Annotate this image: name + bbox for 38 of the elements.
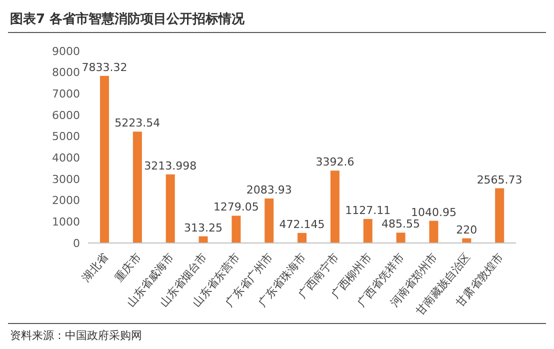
text: 资料来源：中国政府采购网 (10, 328, 143, 343)
data-label: 220 (456, 223, 478, 236)
data-label: 1127.11 (345, 204, 391, 217)
y-tick-label: 6000 (52, 108, 80, 122)
bar (232, 216, 241, 243)
y-tick-label: 7000 (52, 88, 80, 101)
bar (396, 232, 406, 243)
data-label: 2565.73 (476, 173, 522, 186)
y-tick-label: 2000 (52, 194, 80, 208)
bar (166, 174, 175, 243)
data-label: 5223.54 (114, 116, 160, 130)
y-tick-label: 3000 (52, 172, 80, 186)
chart-title: 图表7 各省市智慧消防项目公开招标情况 (8, 8, 546, 33)
bar (132, 132, 142, 243)
y-tick-label: 1000 (52, 216, 80, 229)
data-label: 485.55 (382, 218, 420, 231)
data-label: 1040.95 (410, 206, 456, 219)
data-label: 7833.32 (82, 60, 128, 74)
bar (330, 170, 340, 243)
data-label: 2083.93 (246, 184, 292, 197)
y-tick-label: 5000 (52, 130, 80, 144)
y-tick-label: 8000 (52, 66, 80, 80)
y-tick-label: 9000 (52, 44, 80, 58)
bar (100, 76, 109, 243)
x-tick-label: 湖北省 (80, 250, 111, 284)
bar (363, 218, 372, 243)
data-label: 472.145 (279, 218, 325, 231)
bar (198, 236, 208, 243)
bar (495, 188, 504, 243)
data-label: 1279.05 (213, 200, 259, 214)
bar (429, 220, 438, 243)
y-tick-label: 4000 (52, 152, 80, 165)
data-label: 313.25 (184, 221, 223, 234)
y-tick-label: 0 (73, 236, 80, 250)
data-label: 3213.998 (144, 159, 197, 172)
data-label: 3392.6 (316, 156, 354, 169)
bar (298, 232, 307, 243)
bar (264, 198, 274, 243)
